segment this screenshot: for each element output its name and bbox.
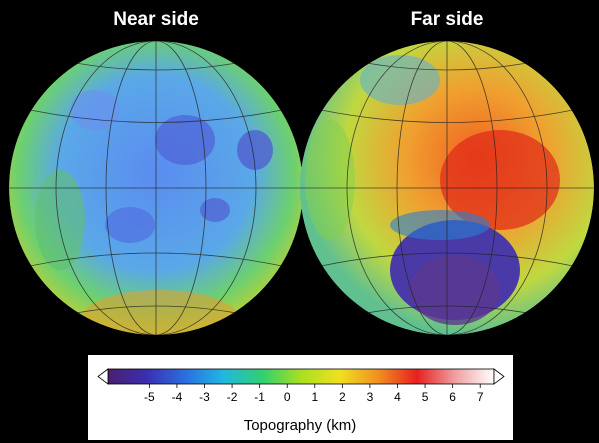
colorbar-tick-label: 1 [311,390,318,404]
panel-title: Near side [113,9,199,30]
colorbar-tick-label: -5 [144,390,155,404]
near-side-map [9,41,303,335]
colorbar-tick-label: -3 [199,390,210,404]
colorbar-tick-label: 7 [477,390,484,404]
colorbar-extend-low [97,368,109,385]
colorbar-label: Topography (km) [244,417,357,434]
colorbar-extend-high [493,368,505,385]
colorbar-tick-label: 5 [422,390,429,404]
colorbar-tick-label: 3 [367,390,374,404]
colorbar-tick-label: -1 [254,390,265,404]
colorbar-tick-label: 0 [284,390,291,404]
colorbar-tick-label: 6 [449,390,456,404]
colorbar-gradient [107,368,495,385]
panel-title: Far side [411,9,484,30]
far-side-map [300,41,594,335]
colorbar-tick-label: -4 [172,390,183,404]
colorbar-tick-label: -2 [227,390,238,404]
colorbar: -5 -4 -3 -2 -1 0 1 2 3 4 5 6 7 [97,368,505,404]
colorbar-tick-label: 2 [339,390,346,404]
colorbar-tick-label: 4 [394,390,401,404]
